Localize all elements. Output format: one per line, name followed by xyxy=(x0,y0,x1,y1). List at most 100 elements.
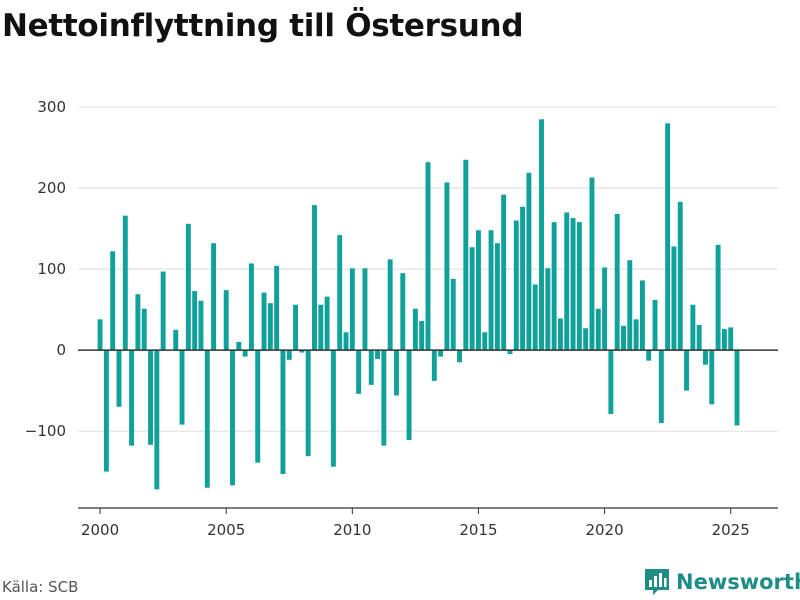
bar xyxy=(312,205,317,351)
bar xyxy=(431,350,437,381)
bar xyxy=(356,350,362,394)
bar xyxy=(337,235,343,351)
bar xyxy=(185,223,191,351)
bar xyxy=(230,350,235,486)
bar xyxy=(375,350,381,359)
x-tick-label: 2025 xyxy=(712,521,750,539)
bar xyxy=(204,350,210,488)
bar xyxy=(299,350,305,353)
bar xyxy=(639,280,645,351)
bar xyxy=(141,308,147,351)
bar xyxy=(621,325,626,351)
newsworthy-logo-icon xyxy=(645,569,669,595)
bar xyxy=(627,260,633,351)
bar xyxy=(488,230,494,351)
bar xyxy=(116,350,122,407)
bar xyxy=(129,350,135,446)
bar xyxy=(198,300,204,351)
bar xyxy=(261,292,267,351)
bar xyxy=(494,243,500,351)
bar xyxy=(715,244,721,351)
bar xyxy=(646,350,652,361)
bar xyxy=(709,350,715,405)
bar xyxy=(589,177,595,351)
bar xyxy=(362,268,368,351)
bar xyxy=(696,324,702,351)
bar xyxy=(387,259,393,351)
bar xyxy=(211,243,217,351)
bar xyxy=(520,206,526,351)
bar xyxy=(570,218,576,351)
bar xyxy=(665,123,671,351)
bar xyxy=(274,265,280,351)
bar xyxy=(507,350,513,355)
bar xyxy=(583,328,589,351)
bar xyxy=(110,251,116,351)
bar xyxy=(343,332,349,351)
bar xyxy=(595,308,601,351)
bar xyxy=(381,350,387,446)
y-tick-label: 200 xyxy=(37,179,66,197)
bar xyxy=(419,320,425,351)
brand[interactable]: Newsworthy xyxy=(644,568,800,596)
bar xyxy=(103,350,109,472)
bar xyxy=(608,350,614,415)
bar xyxy=(248,263,254,351)
bar xyxy=(469,247,475,351)
bar xyxy=(728,327,734,351)
bar xyxy=(482,332,488,351)
bar xyxy=(324,296,330,351)
bar xyxy=(551,222,557,351)
bars xyxy=(97,119,740,490)
bar xyxy=(557,318,563,351)
bar xyxy=(280,350,286,474)
bar xyxy=(721,329,727,351)
bar xyxy=(160,271,166,351)
bar xyxy=(412,308,418,351)
bar xyxy=(463,159,469,351)
bar xyxy=(236,341,242,351)
bar xyxy=(242,350,248,357)
x-tick-label: 2010 xyxy=(333,521,371,539)
bar xyxy=(305,350,311,457)
bar xyxy=(97,319,103,351)
y-tick-label: −100 xyxy=(25,422,66,440)
bar xyxy=(690,304,696,351)
bar xyxy=(318,304,324,351)
y-tick-label: 100 xyxy=(37,260,66,278)
bar xyxy=(425,162,431,351)
bar xyxy=(223,290,229,351)
bar xyxy=(330,350,336,467)
source-note: Källa: SCB xyxy=(2,578,79,596)
bar xyxy=(671,246,677,351)
bar xyxy=(457,350,462,363)
bar xyxy=(179,350,185,425)
bar xyxy=(602,267,608,351)
bar xyxy=(173,329,179,351)
x-tick-label: 2015 xyxy=(459,521,497,539)
bar xyxy=(633,319,639,351)
bar xyxy=(576,222,582,351)
y-tick-label: 300 xyxy=(37,98,66,116)
bar xyxy=(349,268,355,351)
bar xyxy=(394,350,399,396)
bar xyxy=(703,350,708,365)
chart-title: Nettoinflyttning till Östersund xyxy=(2,8,524,44)
bar xyxy=(148,350,153,445)
bar xyxy=(192,290,198,351)
bar xyxy=(539,119,544,351)
bar xyxy=(532,284,538,351)
bar xyxy=(255,350,261,463)
bar xyxy=(267,303,273,351)
bar xyxy=(400,273,406,351)
bar xyxy=(438,350,444,357)
bar xyxy=(450,278,456,351)
bar xyxy=(406,350,412,440)
bar xyxy=(513,220,519,351)
bar xyxy=(526,172,532,351)
bar xyxy=(475,230,481,351)
x-tick-label: 2020 xyxy=(585,521,623,539)
bar xyxy=(444,182,450,351)
bar xyxy=(677,201,683,351)
